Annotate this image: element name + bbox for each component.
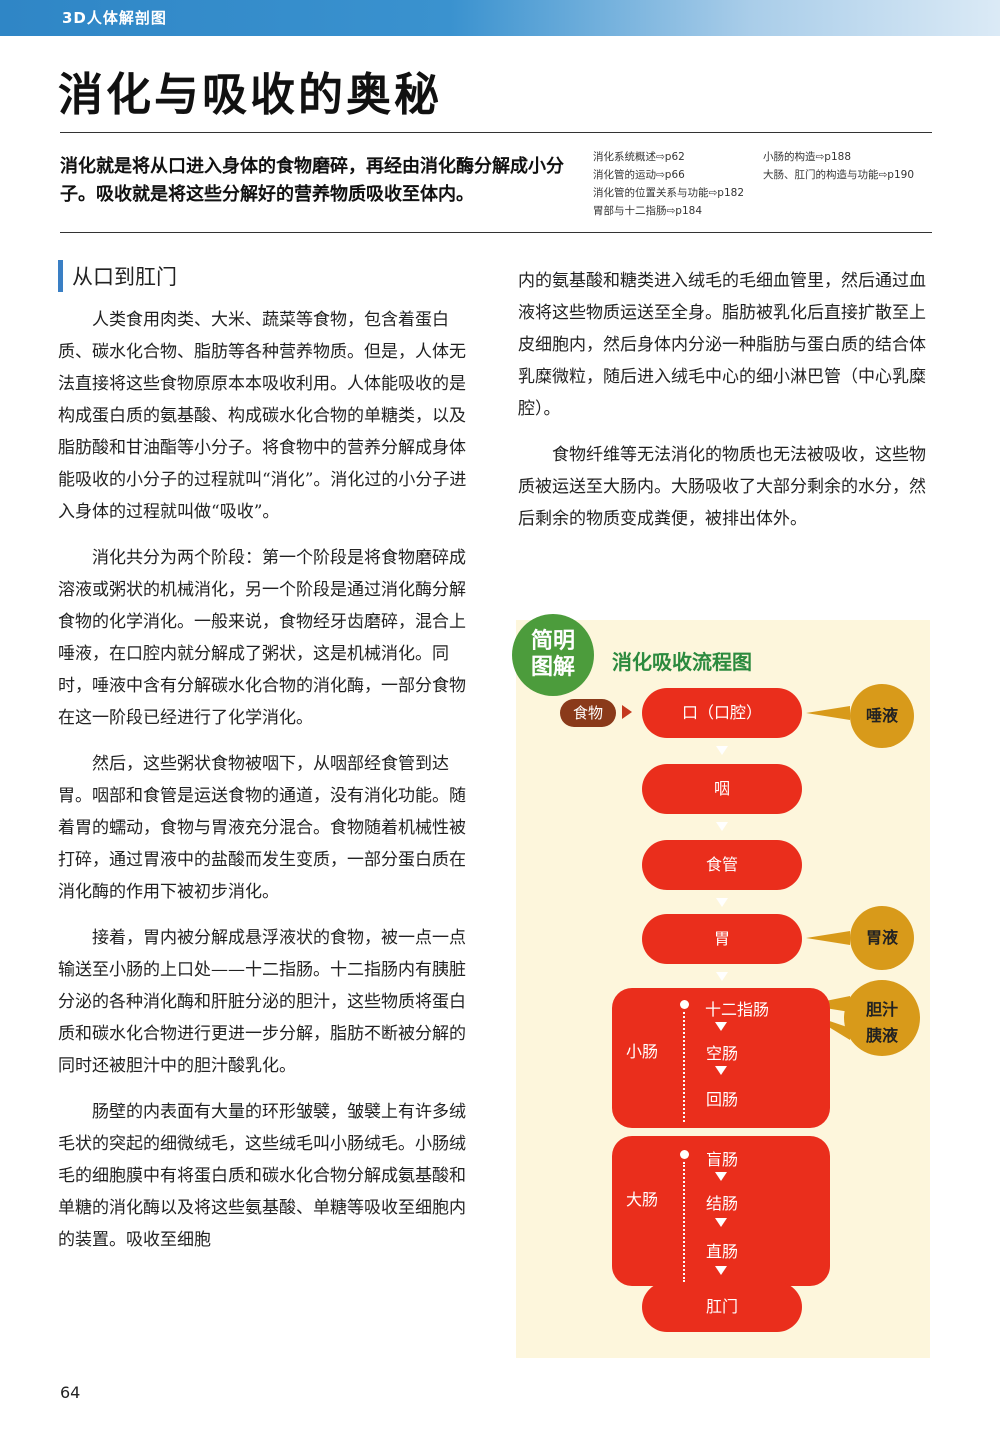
dotted-line <box>683 1162 685 1282</box>
stage-anus: 肛门 <box>642 1282 802 1332</box>
arrow-down-icon <box>715 1172 727 1181</box>
body-paragraph: 接着，胃内被分解成悬浮液状的食物，被一点一点输送至小肠的上口处——十二指肠。十二… <box>58 928 466 1076</box>
intro-text: 消化就是将从口进入身体的食物磨碎，再经由消化酶分解成小分子。吸收就是将这些分解好… <box>60 156 564 205</box>
dotted-line <box>683 1012 685 1122</box>
reference-item[interactable]: 大肠、肛门的构造与功能⇨p190 <box>763 169 915 181</box>
stage-mouth: 口（口腔） <box>642 688 802 738</box>
part-ileum: 回肠 <box>705 1090 738 1109</box>
diagram-title: 消化吸收流程图 <box>612 650 752 674</box>
large-intestine-label: 大肠 <box>626 1190 659 1209</box>
reference-item[interactable]: 胃部与十二指肠⇨p184 <box>593 205 703 217</box>
small-intestine-box: 小肠 十二指肠 空肠 回肠 <box>612 988 830 1128</box>
page-number: 64 <box>60 1383 81 1402</box>
reference-item[interactable]: 小肠的构造⇨p188 <box>763 151 852 163</box>
large-intestine-box: 大肠 盲肠 结肠 直肠 <box>612 1136 830 1286</box>
body-paragraph: 食物纤维等无法消化的物质也无法被吸收，这些物质被运送至大肠内。大肠吸收了大部分剩… <box>518 445 926 529</box>
arrow-down-icon <box>715 1218 727 1227</box>
reference-item[interactable]: 消化管的位置关系与功能⇨p182 <box>593 187 745 199</box>
arrow-down-icon <box>715 1022 727 1031</box>
bile-pancreatic-circle: 胆汁 胰液 <box>844 980 920 1056</box>
bile-label: 胆汁 <box>865 1000 898 1019</box>
section-title: 从口到肛门 <box>72 265 177 289</box>
arrow-down-icon <box>715 1066 727 1075</box>
divider-bottom <box>60 232 932 233</box>
pancreatic-juice-label: 胰液 <box>865 1026 898 1045</box>
arrow-down-icon <box>716 898 728 907</box>
series-label: 3D人体解剖图 <box>62 9 167 27</box>
stage-esophagus: 食管 <box>642 840 802 890</box>
arrow-down-icon <box>715 1266 727 1275</box>
page-title: 消化与吸收的奥秘 <box>58 68 443 121</box>
saliva-circle: 唾液 <box>850 684 914 748</box>
reference-item[interactable]: 消化管的运动⇨p66 <box>593 169 685 181</box>
gastric-juice-circle: 胃液 <box>850 906 914 970</box>
body-paragraph: 内的氨基酸和糖类进入绒毛的毛细血管里，然后通过血液将这些物质运送至全身。脂肪被乳… <box>518 271 926 419</box>
part-rectum: 直肠 <box>705 1242 738 1261</box>
food-node: 食物 <box>560 699 616 727</box>
digestion-flowchart: 简明 图解 消化吸收流程图 食物 口（口腔） 咽 食管 胃 小肠 十二指肠 空肠… <box>512 614 930 1358</box>
stage-pharynx: 咽 <box>642 764 802 814</box>
arrow-down-icon <box>716 972 728 981</box>
part-jejunum: 空肠 <box>705 1044 738 1063</box>
small-intestine-label: 小肠 <box>626 1042 659 1061</box>
header-bar: 3D人体解剖图 <box>0 0 1000 36</box>
dot-icon <box>680 1000 689 1009</box>
badge-icon: 简明 图解 <box>512 614 594 696</box>
dot-icon <box>680 1150 689 1159</box>
body-paragraph: 人类食用肉类、大米、蔬菜等食物，包含着蛋白质、碳水化合物、脂肪等各种营养物质。但… <box>58 310 467 522</box>
body-paragraph: 肠壁的内表面有大量的环形皱襞，皱襞上有许多绒毛状的突起的细微绒毛，这些绒毛叫小肠… <box>58 1102 466 1250</box>
part-duodenum: 十二指肠 <box>704 1000 769 1019</box>
body-paragraph: 消化共分为两个阶段：第一个阶段是将食物磨碎成溶液或粥状的机械消化，另一个阶段是通… <box>58 548 466 728</box>
arrow-down-icon <box>716 822 728 831</box>
reference-item[interactable]: 消化系统概述⇨p62 <box>593 151 685 163</box>
right-column: 内的氨基酸和糖类进入绒毛的毛细血管里，然后通过血液将这些物质运送至全身。脂肪被乳… <box>518 265 934 549</box>
arrow-down-icon <box>716 746 728 755</box>
stage-stomach: 胃 <box>642 914 802 964</box>
part-colon: 结肠 <box>705 1194 738 1213</box>
arrow-right-icon <box>622 705 632 719</box>
left-column: 人类食用肉类、大米、蔬菜等食物，包含着蛋白质、碳水化合物、脂肪等各种营养物质。但… <box>58 304 470 1270</box>
divider-top <box>60 132 932 133</box>
section-bar-icon <box>58 260 63 292</box>
body-paragraph: 然后，这些粥状食物被咽下，从咽部经食管到达胃。咽部和食管是运送食物的通道，没有消… <box>58 754 466 902</box>
part-cecum: 盲肠 <box>705 1150 738 1169</box>
